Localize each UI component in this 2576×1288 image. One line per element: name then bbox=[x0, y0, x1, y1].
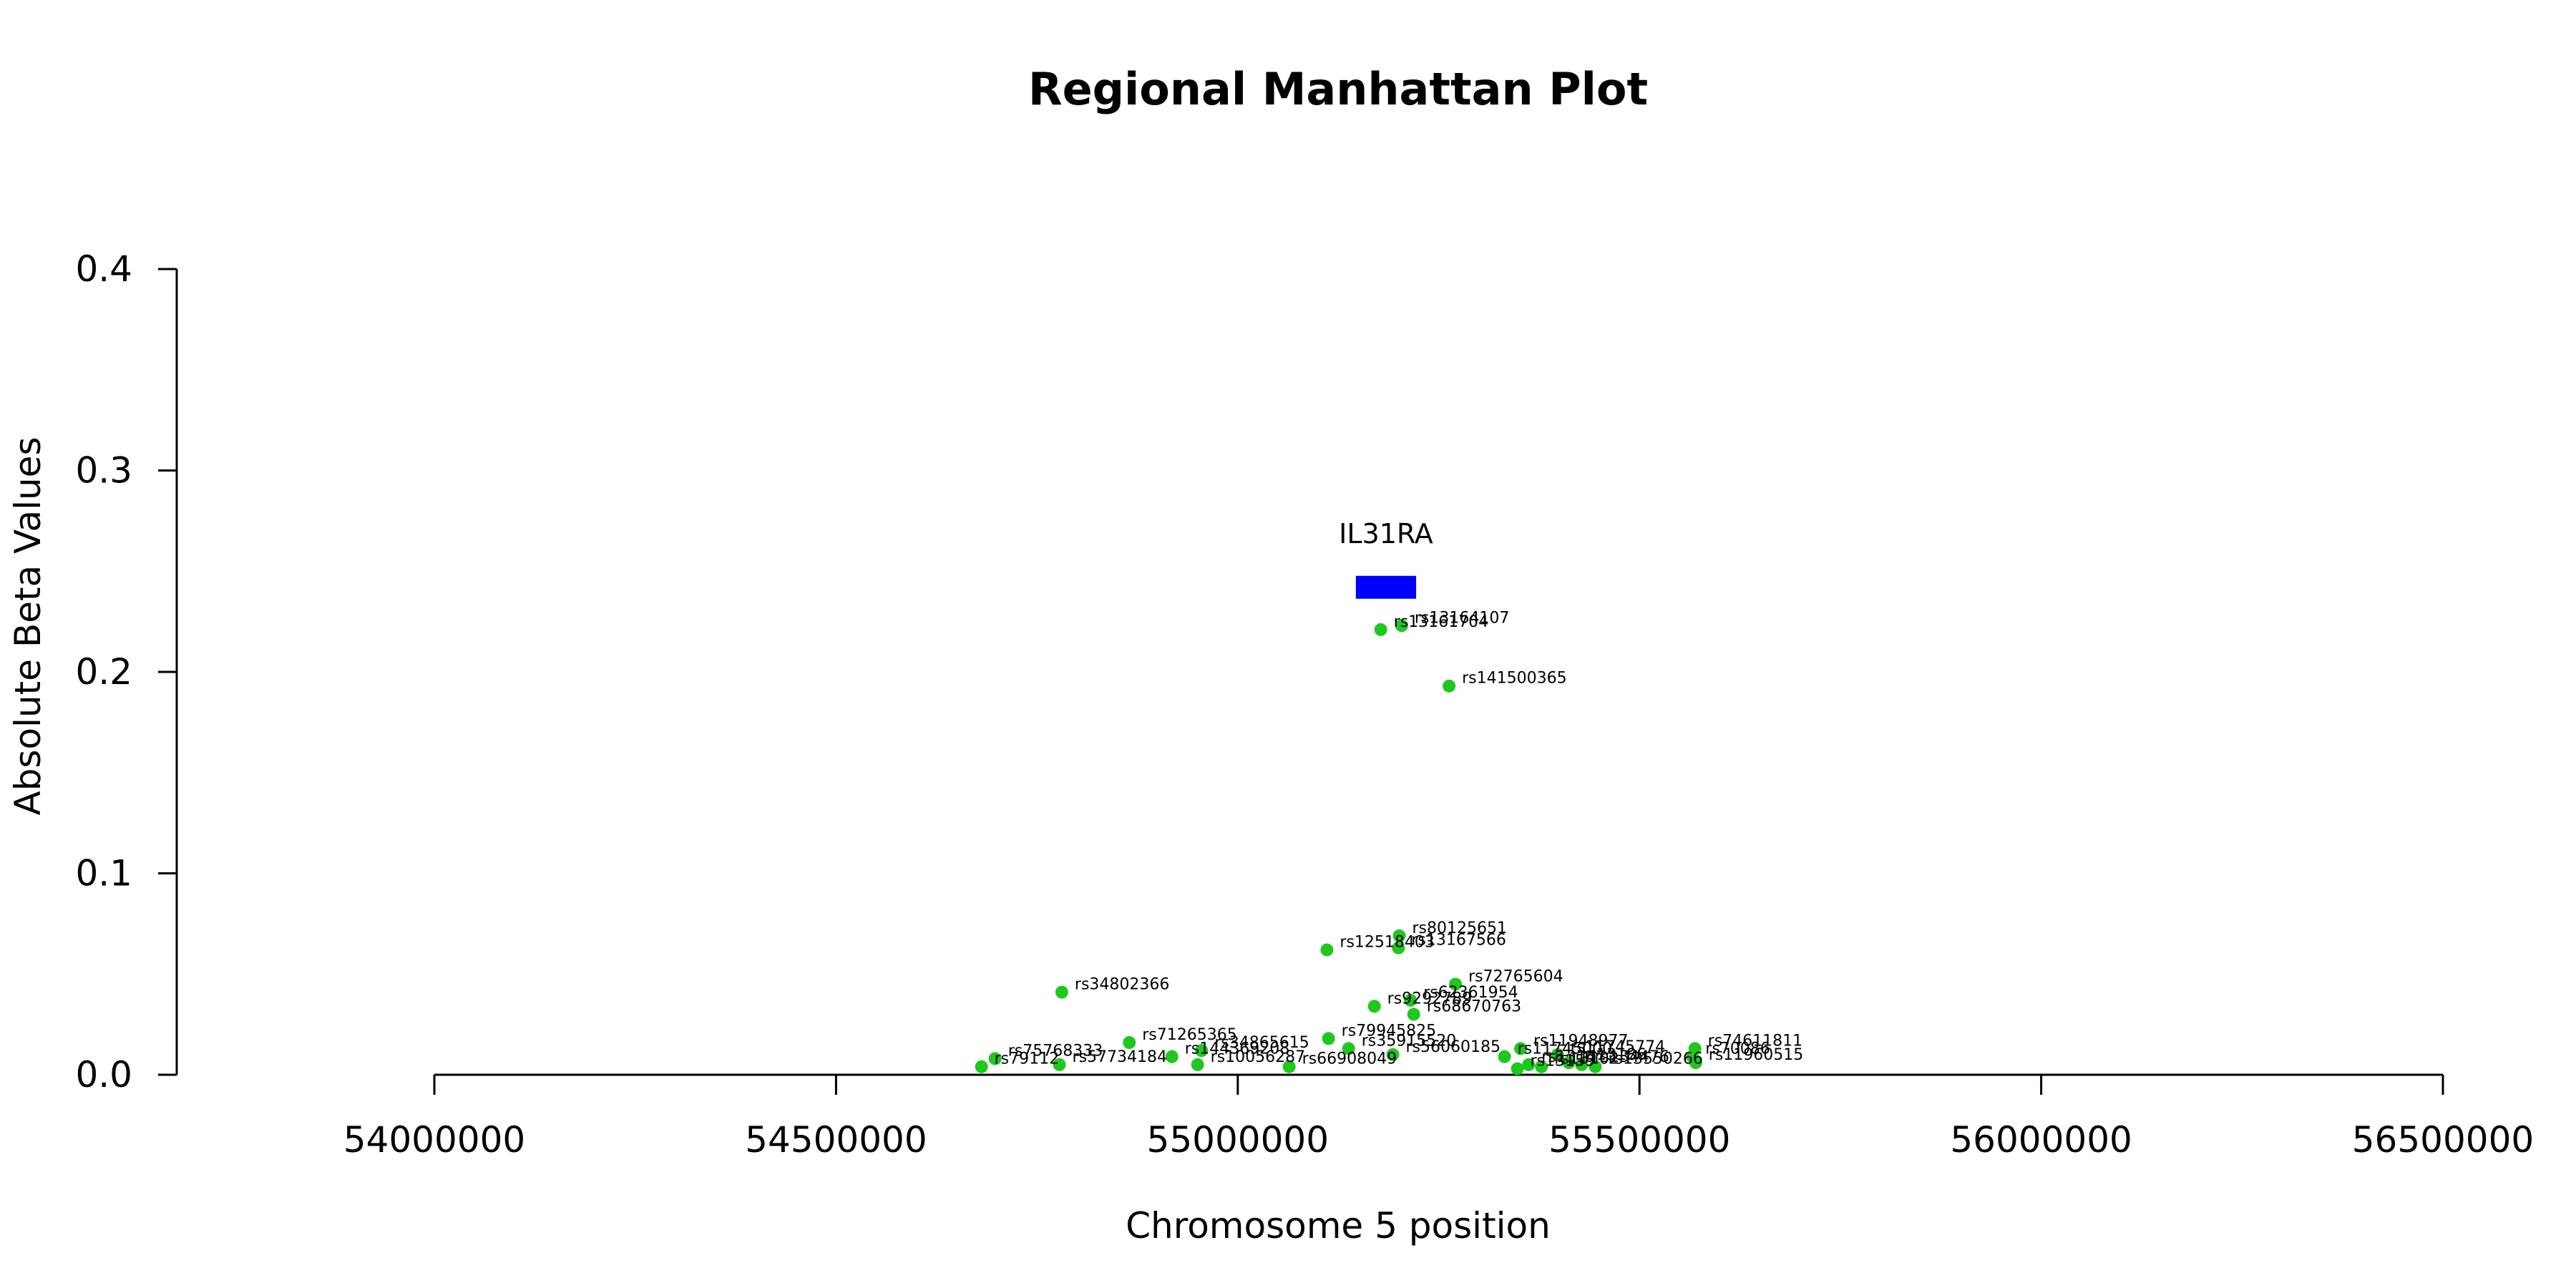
snp-point bbox=[1367, 1000, 1381, 1013]
snp-label: rs11745000 bbox=[1518, 1040, 1612, 1058]
snp-label: rs11745774 bbox=[1571, 1038, 1665, 1056]
snp-label: rs70086 bbox=[1705, 1040, 1770, 1058]
snp-label: rs13167566 bbox=[1411, 932, 1506, 950]
snp-label: rs13159 bbox=[1531, 1053, 1596, 1070]
snp-point bbox=[1392, 929, 1406, 942]
snp-label: rs13550266 bbox=[1608, 1050, 1702, 1068]
snp-label: rs11960515 bbox=[1709, 1046, 1803, 1064]
snp-label: rs68670763 bbox=[1427, 998, 1521, 1016]
snp-point bbox=[1498, 1050, 1511, 1063]
gene-track: IL31RA bbox=[1339, 518, 1433, 599]
snp-point bbox=[1165, 1050, 1179, 1063]
snp-point bbox=[1282, 1060, 1296, 1073]
snp-label: rs34865615 bbox=[1214, 1034, 1309, 1052]
snp-point bbox=[1395, 619, 1408, 633]
y-tick-label: 0.4 bbox=[75, 248, 132, 290]
y-axis-title: Absolute Beta Values bbox=[7, 437, 49, 816]
snp-point bbox=[1589, 1060, 1602, 1073]
x-axis-title: Chromosome 5 position bbox=[1126, 1205, 1551, 1246]
snp-label: rs66908049 bbox=[1302, 1050, 1397, 1068]
chart-title: Regional Manhattan Plot bbox=[1028, 63, 1648, 115]
gene-bar bbox=[1355, 575, 1417, 599]
y-tick-label: 0.0 bbox=[75, 1054, 132, 1096]
snp-label: rs74611811 bbox=[1708, 1032, 1802, 1050]
x-tick-label: 55500000 bbox=[1548, 1119, 1731, 1161]
snp-label: rs35915520 bbox=[1362, 1032, 1456, 1050]
snp-point bbox=[1320, 943, 1334, 957]
snp-point bbox=[1535, 1060, 1548, 1073]
snp-point bbox=[1374, 623, 1387, 636]
snp-label: rs13102 bbox=[1554, 1050, 1619, 1068]
x-tick-label: 55000000 bbox=[1147, 1119, 1330, 1161]
snp-point bbox=[1322, 1032, 1335, 1045]
snp-point bbox=[1055, 985, 1068, 999]
snp-label: rs79112 bbox=[995, 1050, 1060, 1068]
snp-label: rs144369208 bbox=[1185, 1040, 1289, 1058]
snp-label: rs56060185 bbox=[1406, 1038, 1501, 1056]
snp-label: rs62361954 bbox=[1423, 984, 1518, 1002]
snp-point bbox=[1195, 1044, 1209, 1058]
snp-label: rs72765604 bbox=[1468, 967, 1563, 985]
snp-point bbox=[1053, 1058, 1066, 1071]
snp-point bbox=[1522, 1058, 1536, 1071]
snp-label: rs13164107 bbox=[1415, 609, 1509, 627]
snp-label: rs71265365 bbox=[1142, 1026, 1236, 1044]
snp-label: rs1314 bbox=[1541, 1048, 1596, 1066]
snp-label: rs12518403 bbox=[1340, 933, 1434, 951]
snp-points bbox=[975, 619, 1702, 1075]
snp-point bbox=[988, 1052, 1002, 1065]
snp-point bbox=[1575, 1058, 1589, 1071]
snp-label: rs80125651 bbox=[1412, 919, 1506, 937]
snp-point bbox=[1562, 1056, 1576, 1070]
snp-point bbox=[1123, 1035, 1136, 1049]
x-tick-label: 54000000 bbox=[343, 1119, 526, 1161]
snp-point bbox=[1392, 941, 1405, 955]
snp-point bbox=[1386, 1048, 1400, 1061]
snp-label: rs9292789 bbox=[1387, 990, 1473, 1008]
snp-label: rs34802366 bbox=[1075, 976, 1169, 994]
snp-label: rs13186 bbox=[1581, 1046, 1646, 1064]
snp-label: rs10056287 bbox=[1211, 1048, 1305, 1066]
x-tick-label: 56000000 bbox=[1950, 1119, 2132, 1161]
snp-point bbox=[975, 1060, 988, 1073]
x-tick-label: 56500000 bbox=[2352, 1119, 2534, 1161]
snp-point bbox=[1551, 1048, 1564, 1061]
snp-point bbox=[1689, 1056, 1702, 1070]
snp-label: rs13161704 bbox=[1394, 613, 1488, 631]
snp-label: rs134476 bbox=[1594, 1048, 1669, 1066]
snp-label: rs57734184 bbox=[1073, 1048, 1167, 1066]
x-tick-label: 54500000 bbox=[745, 1119, 927, 1161]
snp-label: rs79945825 bbox=[1342, 1022, 1436, 1040]
snp-label: rs75768333 bbox=[1008, 1042, 1103, 1060]
y-tick-label: 0.1 bbox=[75, 853, 132, 894]
snp-label: rs11948977 bbox=[1533, 1032, 1628, 1050]
snp-point bbox=[1443, 679, 1456, 693]
snp-point bbox=[1511, 1062, 1524, 1075]
gene-label: IL31RA bbox=[1339, 518, 1433, 550]
snp-point bbox=[1407, 1008, 1420, 1021]
snp-point bbox=[1449, 977, 1463, 991]
snp-point bbox=[1514, 1042, 1528, 1055]
y-tick-label: 0.2 bbox=[75, 651, 132, 693]
axes: 0.0 0.1 0.2 0.3 0.4 54000000 54500000 55000000 5… bbox=[75, 248, 2534, 1161]
snp-point bbox=[1191, 1058, 1204, 1071]
snp-label: rs141500365 bbox=[1462, 670, 1566, 688]
snp-point bbox=[1404, 993, 1418, 1007]
y-tick-label: 0.3 bbox=[75, 450, 132, 492]
snp-point bbox=[1342, 1042, 1355, 1055]
